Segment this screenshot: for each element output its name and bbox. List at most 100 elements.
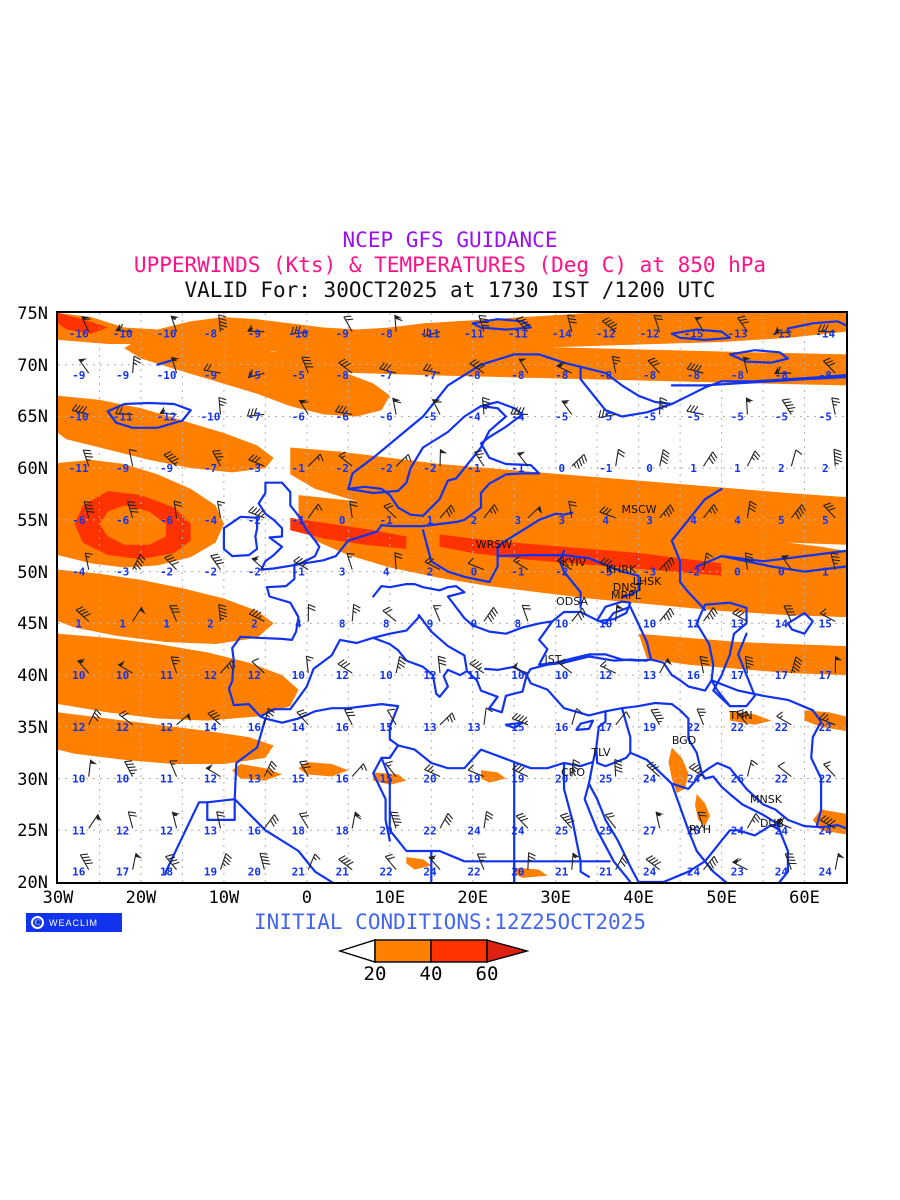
svg-text:-7: -7 xyxy=(380,369,393,382)
svg-text:24: 24 xyxy=(643,866,657,879)
svg-text:1: 1 xyxy=(734,462,741,475)
svg-text:21: 21 xyxy=(555,866,569,879)
svg-text:2: 2 xyxy=(251,617,258,630)
svg-text:-4: -4 xyxy=(511,410,525,423)
y-tick-55N: 55N xyxy=(17,510,48,531)
svg-text:24: 24 xyxy=(775,824,789,837)
svg-text:13: 13 xyxy=(423,721,436,734)
svg-text:-8: -8 xyxy=(380,328,393,341)
svg-text:-10: -10 xyxy=(201,410,221,423)
x-tick-0: 0 xyxy=(301,888,312,908)
svg-text:-2: -2 xyxy=(160,566,173,579)
svg-text:13: 13 xyxy=(643,669,656,682)
svg-text:-10: -10 xyxy=(113,328,133,341)
svg-text:14: 14 xyxy=(204,721,218,734)
svg-text:22: 22 xyxy=(380,866,393,879)
colorbar xyxy=(0,938,900,969)
svg-text:1: 1 xyxy=(119,617,126,630)
svg-text:-11: -11 xyxy=(420,328,440,341)
svg-text:19: 19 xyxy=(643,721,656,734)
svg-text:-5: -5 xyxy=(599,410,612,423)
initial-conditions-label: INITIAL CONDITIONS:12Z25OCT2025 xyxy=(254,910,646,934)
svg-text:24: 24 xyxy=(687,773,701,786)
svg-text:10: 10 xyxy=(72,669,85,682)
svg-text:27: 27 xyxy=(643,824,656,837)
copyright-icon: C xyxy=(31,916,44,929)
svg-text:8: 8 xyxy=(383,617,390,630)
y-tick-45N: 45N xyxy=(17,614,48,635)
svg-text:9: 9 xyxy=(471,617,478,630)
svg-text:-12: -12 xyxy=(596,328,616,341)
svg-text:-3: -3 xyxy=(116,566,129,579)
svg-text:-9: -9 xyxy=(204,369,217,382)
city-label-kyiv: KYIV xyxy=(562,556,587,569)
svg-text:22: 22 xyxy=(423,824,436,837)
svg-text:-1: -1 xyxy=(380,514,394,527)
city-label-mrpl: MRPL xyxy=(611,589,642,602)
city-label-ist: IST xyxy=(545,653,562,666)
svg-text:13: 13 xyxy=(204,824,217,837)
svg-text:11: 11 xyxy=(467,669,481,682)
svg-text:-8: -8 xyxy=(687,369,700,382)
y-tick-65N: 65N xyxy=(17,407,48,428)
city-label-dub: DUB xyxy=(760,817,784,830)
svg-text:22: 22 xyxy=(819,773,832,786)
svg-text:12: 12 xyxy=(160,824,173,837)
city-label-bgd: BGD xyxy=(672,734,696,747)
svg-text:12: 12 xyxy=(336,669,349,682)
svg-text:12: 12 xyxy=(204,773,217,786)
colorbar-swatches xyxy=(337,939,530,963)
svg-text:22: 22 xyxy=(819,721,832,734)
svg-text:16: 16 xyxy=(555,721,569,734)
svg-text:-13: -13 xyxy=(771,328,791,341)
svg-text:2: 2 xyxy=(822,462,829,475)
svg-text:10: 10 xyxy=(555,617,568,630)
svg-text:13: 13 xyxy=(731,617,744,630)
svg-text:-1: -1 xyxy=(292,566,306,579)
svg-text:16: 16 xyxy=(336,773,350,786)
svg-text:0: 0 xyxy=(646,462,653,475)
svg-text:1: 1 xyxy=(427,514,434,527)
svg-text:-6: -6 xyxy=(336,410,350,423)
svg-text:24: 24 xyxy=(511,824,525,837)
svg-text:-5: -5 xyxy=(819,410,832,423)
svg-text:17: 17 xyxy=(731,669,744,682)
svg-text:16: 16 xyxy=(72,866,86,879)
x-tick-20E: 20E xyxy=(457,888,489,908)
svg-text:-7: -7 xyxy=(423,369,436,382)
svg-text:2: 2 xyxy=(207,617,214,630)
svg-text:18: 18 xyxy=(336,824,349,837)
svg-text:10: 10 xyxy=(116,669,129,682)
svg-text:-5: -5 xyxy=(248,369,261,382)
y-tick-40N: 40N xyxy=(17,666,48,687)
svg-text:21: 21 xyxy=(336,866,350,879)
svg-text:-8: -8 xyxy=(599,369,612,382)
city-label-thn: THN xyxy=(728,709,752,722)
svg-text:22: 22 xyxy=(731,721,744,734)
x-tick-10W: 10W xyxy=(208,888,240,908)
svg-text:-4: -4 xyxy=(72,566,86,579)
x-tick-40E: 40E xyxy=(623,888,654,908)
svg-text:-5: -5 xyxy=(687,410,700,423)
svg-text:-4: -4 xyxy=(467,410,481,423)
svg-text:0: 0 xyxy=(778,566,785,579)
svg-text:16: 16 xyxy=(248,721,262,734)
map-canvas: -16 -10 -10 -8 -9 -10 -9 -8 -11 -11 -11 -14 -12 -12 -1… xyxy=(58,313,846,882)
svg-text:8: 8 xyxy=(339,617,346,630)
svg-text:24: 24 xyxy=(687,866,701,879)
colorbar-label-20: 20 xyxy=(363,963,387,985)
svg-text:-2: -2 xyxy=(687,566,700,579)
map-plot-area[interactable]: -16 -10 -10 -8 -9 -10 -9 -8 -11 -11 -11 -14 -12 -12 -1… xyxy=(56,311,848,884)
svg-text:-3: -3 xyxy=(248,462,261,475)
svg-text:19: 19 xyxy=(467,773,480,786)
svg-text:15: 15 xyxy=(511,721,524,734)
y-tick-50N: 50N xyxy=(17,562,48,583)
svg-text:-8: -8 xyxy=(775,369,788,382)
svg-text:-8: -8 xyxy=(643,369,656,382)
svg-text:8: 8 xyxy=(515,617,522,630)
svg-text:0: 0 xyxy=(558,462,565,475)
city-label-wrsw: WRSW xyxy=(476,538,513,551)
svg-text:25: 25 xyxy=(599,824,612,837)
chart-title-block: NCEP GFS GUIDANCE UPPERWINDS (Kts) & TEM… xyxy=(0,228,900,303)
lat-lon-gridlines xyxy=(58,313,846,882)
